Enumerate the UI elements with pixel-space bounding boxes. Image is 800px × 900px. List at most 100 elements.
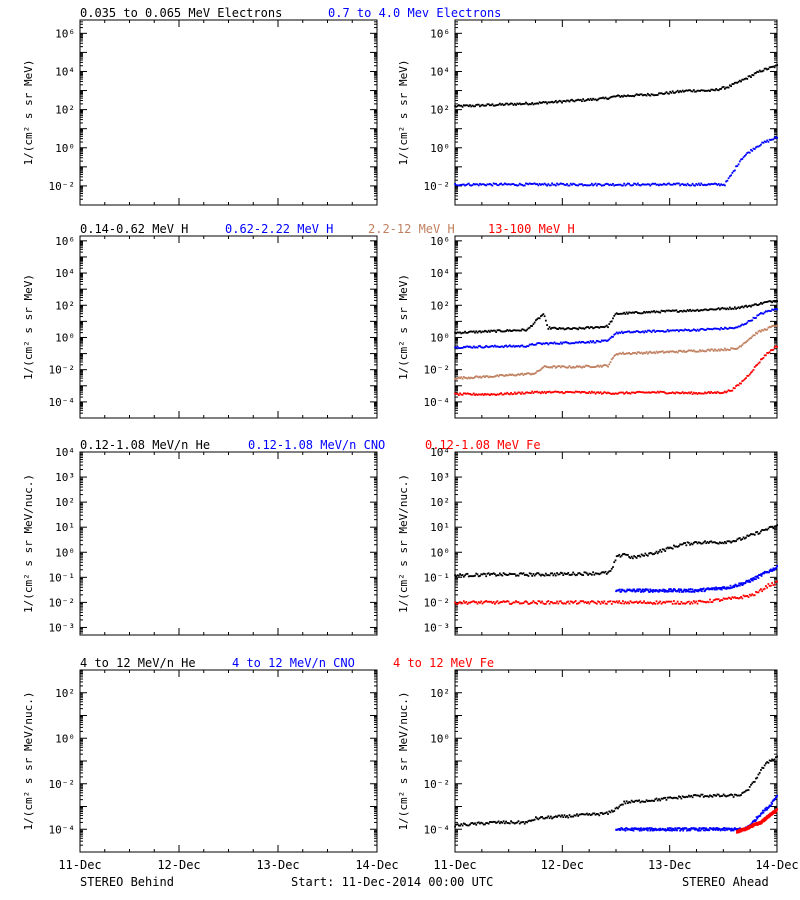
data-point — [639, 184, 642, 187]
data-point — [459, 331, 461, 334]
data-point — [731, 540, 734, 543]
data-point — [673, 182, 675, 185]
data-point — [600, 339, 603, 342]
data-point — [699, 541, 701, 544]
data-point — [758, 69, 761, 72]
x-tick-label: 14-Dec — [355, 858, 398, 872]
data-point — [464, 184, 466, 187]
data-point — [766, 351, 769, 354]
data-point — [697, 182, 700, 185]
data-point — [645, 554, 648, 556]
data-point — [526, 372, 529, 375]
data-point — [460, 376, 463, 379]
data-point — [681, 89, 684, 92]
data-point — [677, 182, 680, 185]
data-point — [774, 325, 777, 327]
data-point — [525, 391, 527, 394]
data-point — [636, 602, 639, 605]
data-point — [702, 587, 705, 590]
data-point — [584, 601, 587, 604]
data-point — [659, 799, 662, 802]
data-point — [536, 817, 539, 820]
data-point — [619, 555, 622, 558]
data-point — [538, 573, 541, 576]
data-point — [498, 374, 501, 376]
data-point — [502, 572, 505, 574]
data-point — [599, 602, 602, 605]
data-point — [651, 799, 654, 802]
legend-entry: 13-100 MeV H — [488, 222, 575, 236]
data-point — [727, 540, 730, 543]
data-point — [531, 343, 534, 345]
data-point — [617, 313, 619, 315]
data-point — [772, 138, 775, 141]
data-point — [643, 800, 645, 803]
data-point — [567, 816, 570, 819]
data-point — [622, 600, 624, 603]
data-point — [619, 829, 622, 831]
data-point — [638, 829, 641, 832]
data-point — [525, 346, 527, 348]
data-point — [454, 574, 456, 577]
data-point — [768, 66, 771, 69]
data-point — [608, 392, 611, 395]
data-point — [679, 543, 682, 546]
data-point — [630, 352, 633, 355]
data-point — [527, 575, 530, 577]
x-tick-label: 12-Dec — [541, 858, 584, 872]
data-point — [624, 331, 627, 334]
data-point — [660, 602, 663, 605]
data-point — [730, 389, 732, 392]
data-point — [670, 310, 673, 313]
data-point — [661, 350, 664, 353]
data-point — [635, 183, 638, 186]
data-point — [456, 377, 459, 380]
data-point — [498, 572, 501, 575]
data-point — [572, 365, 575, 368]
data-point — [653, 94, 655, 97]
data-point — [518, 102, 521, 105]
data-point — [699, 349, 701, 352]
y-tick-label: 10³ — [55, 471, 75, 484]
data-point — [624, 352, 627, 355]
data-point — [600, 97, 603, 100]
data-point — [664, 391, 667, 394]
data-point — [547, 574, 550, 577]
data-point — [648, 391, 650, 394]
data-point — [538, 317, 541, 320]
data-point — [646, 588, 649, 591]
data-point — [487, 572, 490, 575]
data-point — [597, 364, 599, 367]
data-point — [590, 573, 593, 576]
data-point — [630, 589, 633, 592]
data-point — [523, 392, 526, 395]
data-point — [664, 828, 667, 831]
data-point — [717, 391, 720, 394]
data-point — [569, 600, 572, 603]
data-point — [700, 590, 703, 593]
data-point — [512, 329, 515, 332]
data-point — [493, 573, 496, 575]
data-point — [674, 589, 677, 591]
data-point — [551, 182, 553, 185]
data-point — [738, 582, 741, 585]
data-point — [649, 311, 652, 314]
data-point — [772, 309, 775, 311]
data-point — [762, 69, 765, 72]
data-point — [689, 392, 691, 395]
data-point — [506, 345, 509, 348]
data-point — [617, 807, 619, 810]
data-point — [568, 602, 571, 605]
data-point — [484, 184, 486, 186]
data-point — [521, 344, 524, 347]
data-point — [457, 184, 460, 187]
data-point — [682, 602, 685, 605]
data-point — [671, 90, 674, 93]
data-point — [730, 85, 732, 88]
data-point — [747, 320, 750, 322]
data-point — [622, 312, 624, 315]
data-point — [561, 572, 563, 575]
data-point — [690, 184, 693, 187]
data-point — [577, 572, 580, 575]
data-point — [742, 536, 745, 539]
